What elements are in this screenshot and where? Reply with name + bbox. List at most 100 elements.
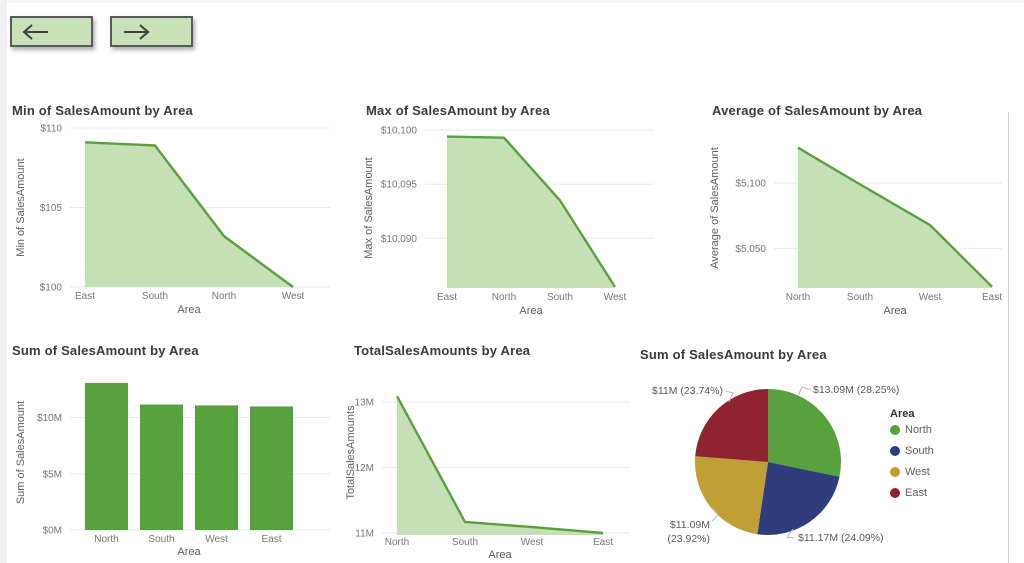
y-tick-label: $10,095 bbox=[381, 180, 418, 191]
pie-label-south: $11.17M (24.09%) bbox=[798, 532, 884, 544]
legend-item-east[interactable]: East bbox=[890, 487, 934, 499]
right-arrow-icon bbox=[124, 23, 150, 40]
legend-swatch-west bbox=[890, 467, 900, 477]
x-axis-title: Area bbox=[519, 305, 543, 317]
x-tick-label: North bbox=[212, 291, 236, 302]
x-tick-label: South bbox=[142, 291, 168, 302]
x-tick-label: West bbox=[521, 537, 544, 548]
x-axis-title: Area bbox=[177, 546, 201, 558]
sum-salesamount-pie-plot[interactable]: $13.09M (28.25%) $11.17M (24.09%) $11.09M (… bbox=[632, 340, 1024, 563]
x-axis-title: Area bbox=[883, 305, 907, 317]
chart-title: TotalSalesAmounts by Area bbox=[354, 343, 531, 358]
y-tick-label: $110 bbox=[40, 124, 62, 135]
y-tick-label: 13M bbox=[355, 398, 374, 409]
max-salesamount-plot[interactable]: $10,090 $10,095 $10,100 East North South West A… bbox=[352, 122, 668, 322]
area-line[interactable] bbox=[446, 135, 617, 288]
pie-slice-south[interactable] bbox=[757, 462, 840, 535]
average-salesamount-plot[interactable]: $5,050 $5,100 North South West East Area Averag… bbox=[700, 122, 1016, 322]
chart-title: Sum of SalesAmount by Area bbox=[12, 343, 199, 358]
label-leader bbox=[725, 390, 734, 403]
area-fill[interactable] bbox=[798, 147, 992, 288]
x-tick-label: East bbox=[261, 534, 281, 545]
x-tick-label: East bbox=[437, 292, 457, 303]
x-tick-label: South bbox=[547, 292, 573, 303]
area-fill[interactable] bbox=[397, 396, 603, 535]
x-tick-label: North bbox=[94, 534, 118, 545]
sum-salesamount-plot[interactable]: $0M $5M $10M North South West East Area Sum of S… bbox=[8, 362, 344, 563]
x-tick-label: South bbox=[847, 292, 873, 303]
report-page-edge bbox=[1008, 112, 1009, 563]
pie-label-east: $11M (23.74%) bbox=[652, 385, 723, 397]
totalsalesamounts-plot[interactable]: 11M 12M 13M North South West East Area TotalSale… bbox=[344, 362, 644, 563]
x-tick-label: South bbox=[148, 534, 174, 545]
visual-max-salesamount-area: Max of SalesAmount by Area $10,090 $10,09… bbox=[352, 100, 668, 322]
area-line[interactable] bbox=[797, 146, 993, 288]
page-edge-left bbox=[0, 0, 7, 563]
visual-totalsalesamounts-area: TotalSalesAmounts by Area 11M 12M 13M North… bbox=[344, 340, 644, 563]
chart-title: Average of SalesAmount by Area bbox=[712, 103, 923, 118]
x-tick-label: East bbox=[75, 291, 95, 302]
y-axis-title: Max of SalesAmount bbox=[363, 157, 375, 259]
y-tick-label: $0M bbox=[43, 526, 62, 537]
x-tick-label: North bbox=[786, 292, 810, 303]
legend-item-south[interactable]: South bbox=[890, 445, 934, 457]
x-tick-label: South bbox=[452, 537, 478, 548]
visual-sum-salesamount-pie: Sum of SalesAmount by Area $13.09M (28.2… bbox=[632, 340, 1024, 563]
legend-label: East bbox=[905, 487, 928, 499]
y-tick-label: 12M bbox=[355, 463, 374, 474]
chart-title: Min of SalesAmount by Area bbox=[12, 103, 193, 118]
pie-slice-north[interactable] bbox=[768, 389, 842, 477]
area-fill[interactable] bbox=[447, 136, 615, 288]
bar-south[interactable] bbox=[140, 404, 183, 530]
visual-min-salesamount-area: Min of SalesAmount by Area $100 $105 $110 E… bbox=[8, 100, 344, 322]
legend-swatch-east bbox=[890, 488, 900, 498]
y-tick-label: $5,050 bbox=[735, 244, 766, 255]
left-arrow-icon bbox=[22, 23, 48, 40]
y-axis-title: Min of SalesAmount bbox=[15, 158, 27, 256]
label-leader bbox=[786, 528, 795, 539]
y-tick-label: 11M bbox=[355, 529, 374, 540]
x-axis-title: Area bbox=[177, 304, 201, 316]
bar-east[interactable] bbox=[250, 406, 293, 530]
x-tick-label: East bbox=[982, 292, 1002, 303]
y-axis-title: TotalSalesAmounts bbox=[345, 405, 357, 500]
x-tick-label: North bbox=[492, 292, 516, 303]
min-salesamount-plot[interactable]: $100 $105 $110 East South North West Area Min of… bbox=[8, 122, 344, 322]
x-axis-title: Area bbox=[488, 549, 512, 561]
back-button[interactable] bbox=[10, 16, 93, 47]
y-tick-label: $10,100 bbox=[381, 126, 418, 137]
area-fill[interactable] bbox=[85, 142, 293, 287]
legend-item-west[interactable]: West bbox=[890, 466, 934, 478]
legend-item-north[interactable]: North bbox=[890, 424, 934, 436]
pie-label-north: $13.09M (28.25%) bbox=[813, 384, 899, 396]
x-tick-label: West bbox=[919, 292, 942, 303]
label-leader bbox=[711, 507, 719, 522]
y-tick-label: $10,090 bbox=[381, 234, 418, 245]
bar-north[interactable] bbox=[85, 382, 128, 530]
visual-sum-salesamount-bar: Sum of SalesAmount by Area $0M $5M $10M Nor… bbox=[8, 340, 344, 563]
y-tick-label: $105 bbox=[40, 203, 63, 214]
legend-label: North bbox=[905, 424, 932, 436]
legend-swatch-south bbox=[890, 446, 900, 456]
bar-west[interactable] bbox=[195, 405, 238, 530]
y-tick-label: $10M bbox=[37, 413, 62, 424]
y-axis-title: Average of SalesAmount bbox=[709, 147, 721, 268]
chart-title: Sum of SalesAmount by Area bbox=[640, 347, 827, 362]
legend-title: Area bbox=[890, 408, 915, 420]
area-line[interactable] bbox=[84, 141, 294, 288]
pie-legend: Area North South West East bbox=[890, 408, 934, 508]
pie-label-west: $11.09M bbox=[670, 519, 710, 531]
x-tick-label: West bbox=[205, 534, 228, 545]
page-edge-top bbox=[0, 0, 1024, 3]
area-line[interactable] bbox=[395, 395, 604, 535]
x-tick-label: North bbox=[385, 537, 409, 548]
y-tick-label: $5,100 bbox=[735, 179, 766, 190]
pie-slice-east[interactable] bbox=[695, 389, 768, 462]
pie-slice-west[interactable] bbox=[694, 456, 768, 535]
visual-average-salesamount-area: Average of SalesAmount by Area $5,050 $5,… bbox=[700, 100, 1016, 322]
x-tick-label: West bbox=[604, 292, 627, 303]
y-tick-label: $100 bbox=[40, 283, 63, 294]
x-tick-label: West bbox=[282, 291, 305, 302]
y-axis-title: Sum of SalesAmount bbox=[15, 401, 27, 504]
forward-button[interactable] bbox=[110, 16, 193, 47]
